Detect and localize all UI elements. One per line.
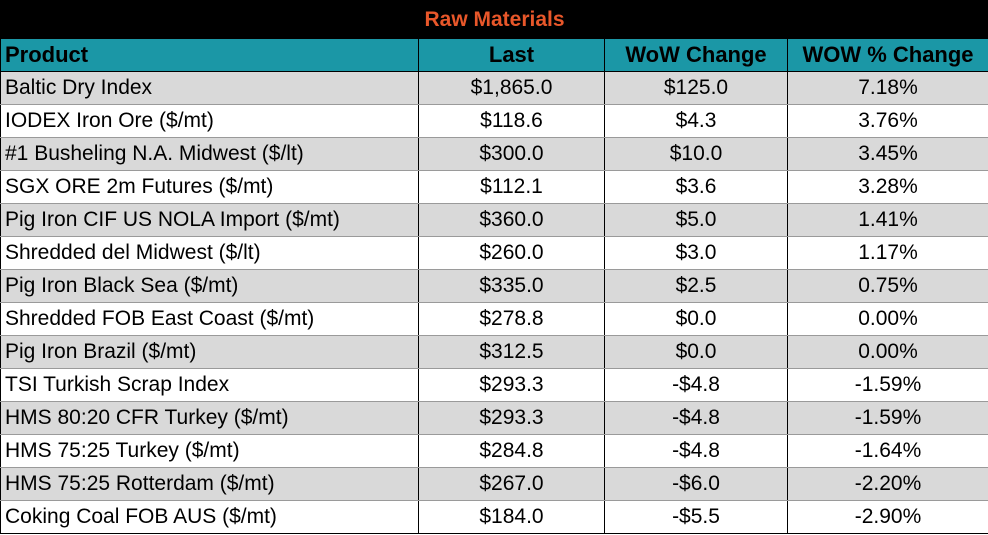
product-cell: Baltic Dry Index [0,71,419,105]
table-title: Raw Materials [0,0,988,39]
table-row: Baltic Dry Index $1,865.0 $125.0 7.18% [0,71,988,105]
wow-change-cell: $5.0 [604,203,788,237]
product-cell: #1 Busheling N.A. Midwest ($/lt) [0,137,419,171]
last-cell: $312.5 [418,335,605,369]
column-header-product: Product [0,38,419,72]
product-cell: Shredded FOB East Coast ($/mt) [0,302,419,336]
wow-pct-cell: 3.76% [787,104,988,138]
product-cell: Pig Iron Brazil ($/mt) [0,335,419,369]
table-row: Pig Iron Black Sea ($/mt) $335.0 $2.5 0.… [0,269,988,303]
wow-pct-cell: 1.41% [787,203,988,237]
table-row: HMS 75:25 Turkey ($/mt) $284.8 -$4.8 -1.… [0,434,988,468]
table-row: Pig Iron CIF US NOLA Import ($/mt) $360.… [0,203,988,237]
wow-pct-cell: 0.00% [787,302,988,336]
table-row: HMS 80:20 CFR Turkey ($/mt) $293.3 -$4.8… [0,401,988,435]
wow-pct-cell: -2.20% [787,467,988,501]
title-row: Raw Materials [0,0,988,39]
last-cell: $293.3 [418,401,605,435]
last-cell: $335.0 [418,269,605,303]
wow-change-cell: $3.0 [604,236,788,270]
product-cell: SGX ORE 2m Futures ($/mt) [0,170,419,204]
last-cell: $293.3 [418,368,605,402]
wow-change-cell: $2.5 [604,269,788,303]
last-cell: $1,865.0 [418,71,605,105]
product-cell: IODEX Iron Ore ($/mt) [0,104,419,138]
wow-pct-cell: 7.18% [787,71,988,105]
product-cell: TSI Turkish Scrap Index [0,368,419,402]
wow-change-cell: $3.6 [604,170,788,204]
wow-change-cell: $0.0 [604,302,788,336]
wow-pct-cell: -1.59% [787,401,988,435]
product-cell: HMS 75:25 Turkey ($/mt) [0,434,419,468]
table-row: HMS 75:25 Rotterdam ($/mt) $267.0 -$6.0 … [0,467,988,501]
product-cell: Pig Iron CIF US NOLA Import ($/mt) [0,203,419,237]
wow-change-cell: -$4.8 [604,401,788,435]
column-header-last: Last [418,38,605,72]
header-row: Product Last WoW Change WOW % Change [0,38,988,72]
wow-change-cell: $4.3 [604,104,788,138]
product-cell: HMS 75:25 Rotterdam ($/mt) [0,467,419,501]
last-cell: $300.0 [418,137,605,171]
wow-pct-cell: 3.45% [787,137,988,171]
last-cell: $184.0 [418,500,605,534]
wow-pct-cell: 0.00% [787,335,988,369]
wow-change-cell: $0.0 [604,335,788,369]
last-cell: $284.8 [418,434,605,468]
product-cell: HMS 80:20 CFR Turkey ($/mt) [0,401,419,435]
wow-pct-cell: -2.90% [787,500,988,534]
column-header-wow-change: WoW Change [604,38,788,72]
wow-pct-cell: 3.28% [787,170,988,204]
wow-pct-cell: -1.64% [787,434,988,468]
table-row: SGX ORE 2m Futures ($/mt) $112.1 $3.6 3.… [0,170,988,204]
wow-change-cell: $10.0 [604,137,788,171]
wow-change-cell: -$4.8 [604,368,788,402]
product-cell: Coking Coal FOB AUS ($/mt) [0,500,419,534]
wow-pct-cell: 0.75% [787,269,988,303]
wow-change-cell: -$5.5 [604,500,788,534]
table-row: Pig Iron Brazil ($/mt) $312.5 $0.0 0.00% [0,335,988,369]
table-row: Shredded FOB East Coast ($/mt) $278.8 $0… [0,302,988,336]
column-header-wow-pct-change: WOW % Change [787,38,988,72]
wow-pct-cell: -1.59% [787,368,988,402]
table-row: Coking Coal FOB AUS ($/mt) $184.0 -$5.5 … [0,500,988,534]
last-cell: $267.0 [418,467,605,501]
last-cell: $118.6 [418,104,605,138]
wow-change-cell: $125.0 [604,71,788,105]
last-cell: $112.1 [418,170,605,204]
table-row: TSI Turkish Scrap Index $293.3 -$4.8 -1.… [0,368,988,402]
wow-change-cell: -$6.0 [604,467,788,501]
product-cell: Pig Iron Black Sea ($/mt) [0,269,419,303]
last-cell: $360.0 [418,203,605,237]
table-row: Shredded del Midwest ($/lt) $260.0 $3.0 … [0,236,988,270]
last-cell: $278.8 [418,302,605,336]
wow-pct-cell: 1.17% [787,236,988,270]
wow-change-cell: -$4.8 [604,434,788,468]
product-cell: Shredded del Midwest ($/lt) [0,236,419,270]
last-cell: $260.0 [418,236,605,270]
table-row: #1 Busheling N.A. Midwest ($/lt) $300.0 … [0,137,988,171]
table-row: IODEX Iron Ore ($/mt) $118.6 $4.3 3.76% [0,104,988,138]
